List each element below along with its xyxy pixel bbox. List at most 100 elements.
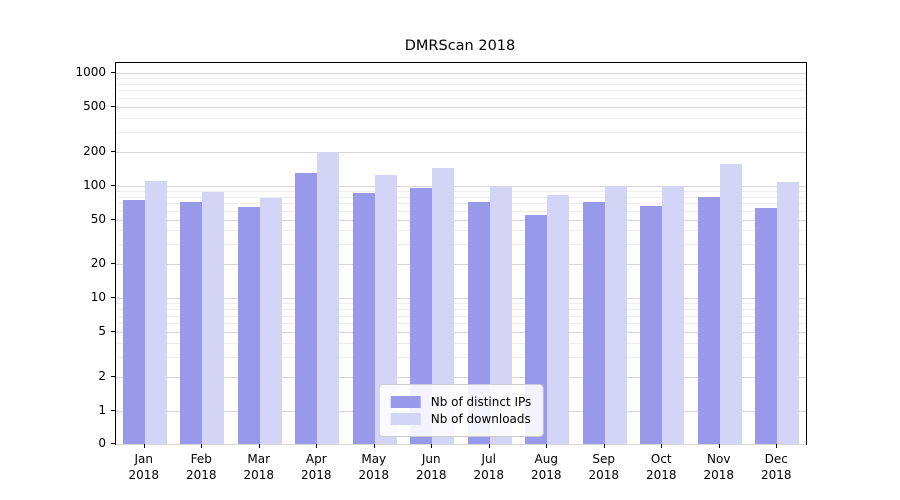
x-tick-mark	[603, 444, 605, 448]
gridline-minor	[116, 210, 806, 212]
y-tick-label: 1	[98, 402, 106, 417]
gridline-major	[116, 444, 806, 445]
x-tick-label: Jul 2018	[473, 451, 504, 483]
x-tick-year: 2018	[300, 468, 332, 483]
bar-downloads	[202, 192, 225, 444]
gridline-minor	[116, 83, 806, 85]
x-tick-label: Oct 2018	[646, 451, 677, 483]
legend-label-downloads: Nb of downloads	[430, 412, 531, 426]
x-tick-month: Sep	[592, 452, 616, 466]
bar-downloads	[777, 182, 800, 444]
y-tick-label: 200	[83, 143, 106, 158]
legend-swatch-downloads	[390, 413, 421, 425]
gridline-major	[116, 298, 806, 300]
x-tick-label: Mar 2018	[243, 451, 274, 483]
x-tick-year: 2018	[185, 468, 217, 483]
gridline-major	[116, 332, 806, 334]
y-tick-mark	[111, 409, 115, 411]
chart-title: DMRScan 2018	[404, 38, 516, 54]
x-tick-label: Nov 2018	[703, 451, 734, 483]
bar-downloads	[719, 164, 742, 444]
x-tick-month: May	[361, 452, 387, 466]
x-tick-year: 2018	[703, 468, 735, 483]
gridline-minor	[116, 117, 806, 119]
gridline-minor	[116, 90, 806, 92]
x-tick-month: Jan	[134, 452, 153, 466]
legend-label-distinct-ips: Nb of distinct IPs	[430, 395, 532, 409]
x-tick-mark	[258, 444, 260, 448]
y-tick-mark	[111, 263, 115, 265]
bar-downloads	[144, 180, 167, 444]
gridline-major	[116, 151, 806, 153]
y-tick-label: 1000	[75, 64, 106, 79]
x-tick-year: 2018	[415, 468, 447, 483]
y-tick-mark	[111, 297, 115, 299]
gridline-major	[116, 72, 806, 74]
x-tick-mark	[488, 444, 490, 448]
x-tick-year: 2018	[760, 468, 792, 483]
x-tick-mark	[201, 444, 203, 448]
x-tick-mark	[546, 444, 548, 448]
gridline-minor	[116, 131, 806, 133]
bar-distinct-ips	[467, 201, 490, 444]
y-tick-label: 20	[90, 256, 106, 271]
x-tick-month: Nov	[707, 452, 731, 466]
x-tick-month: Mar	[247, 452, 271, 466]
x-tick-year: 2018	[645, 468, 677, 483]
y-tick-label: 500	[83, 98, 106, 113]
y-tick-mark	[111, 218, 115, 220]
y-axis: 0 1 2 5 10 20 50 100 200 500 1000	[0, 62, 106, 449]
x-tick-mark	[373, 444, 375, 448]
gridline-minor	[116, 303, 806, 305]
gridline-minor	[116, 203, 806, 205]
x-tick-label: Jan 2018	[128, 451, 159, 483]
gridline-minor	[116, 190, 806, 192]
bar-distinct-ips	[295, 172, 318, 444]
bar-distinct-ips	[122, 200, 145, 444]
bar-distinct-ips	[352, 192, 375, 444]
gridline-minor	[116, 97, 806, 99]
y-tick-mark	[111, 331, 115, 333]
x-tick-year: 2018	[358, 468, 390, 483]
x-tick-month: Jul	[481, 452, 496, 466]
x-tick-month: Feb	[190, 452, 212, 466]
y-tick-mark	[111, 184, 115, 186]
x-tick-month: Jun	[421, 452, 441, 466]
gridline-major	[116, 106, 806, 108]
bar-downloads	[259, 198, 282, 444]
bar-downloads	[547, 194, 570, 444]
gridline-minor	[116, 244, 806, 246]
plot-area: Nb of distinct IPs Nb of downloads	[115, 62, 807, 445]
x-tick-mark	[661, 444, 663, 448]
x-tick-label: Jun 2018	[416, 451, 447, 483]
bar-downloads	[374, 174, 397, 444]
gridline-major	[116, 264, 806, 266]
gridline-minor	[116, 323, 806, 325]
x-tick-mark	[431, 444, 433, 448]
x-tick-year: 2018	[473, 468, 505, 483]
y-tick-label: 0	[98, 436, 106, 450]
y-tick-label: 2	[98, 368, 106, 383]
x-tick-month: Oct	[650, 452, 672, 466]
x-tick-mark	[316, 444, 318, 448]
bar-distinct-ips	[410, 187, 433, 444]
bar-downloads	[604, 185, 627, 444]
gridline-major	[116, 376, 806, 378]
x-tick-label: May 2018	[358, 451, 389, 483]
bar-downloads	[662, 185, 685, 444]
x-tick-year: 2018	[128, 468, 160, 483]
legend-swatch-distinct-ips	[390, 396, 421, 408]
gridline-minor	[116, 196, 806, 198]
x-tick-label: Feb 2018	[186, 451, 217, 483]
bar-distinct-ips	[237, 207, 260, 444]
bar-distinct-ips	[640, 205, 663, 444]
x-tick-mark	[776, 444, 778, 448]
gridline-major	[116, 185, 806, 187]
gridline-minor	[116, 315, 806, 317]
gridline-minor	[116, 309, 806, 311]
x-tick-month: Dec	[764, 452, 788, 466]
x-tick-month: Aug	[534, 452, 558, 466]
x-tick-label: Aug 2018	[531, 451, 562, 483]
bar-distinct-ips	[697, 196, 720, 444]
